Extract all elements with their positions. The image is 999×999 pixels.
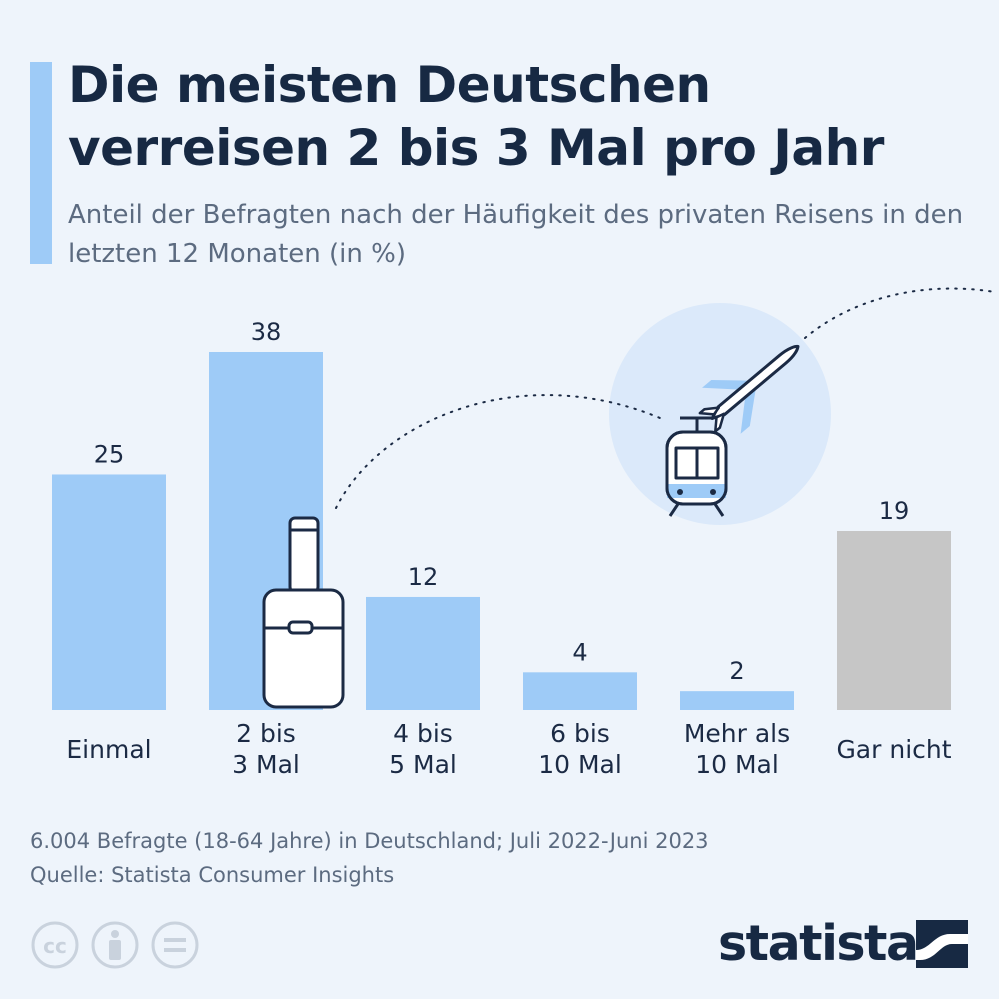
sample-note: 6.004 Befragte (18-64 Jahre) in Deutschl… [30, 829, 709, 853]
cc-icon[interactable]: cc [31, 921, 79, 969]
value-label-2: 12 [408, 563, 439, 591]
bar-0 [52, 474, 166, 710]
value-label-3: 4 [572, 638, 587, 666]
value-label-4: 2 [729, 657, 744, 685]
bar-3 [523, 672, 637, 710]
value-label-0: 25 [94, 440, 125, 468]
page-subtitle: Anteil der Befragten nach der Häufigkeit… [68, 200, 964, 269]
title-accent-bar [30, 62, 52, 264]
license-icons: cc [31, 921, 199, 969]
train-icon [665, 416, 728, 517]
statista-logo[interactable]: statista [718, 914, 978, 974]
brand-wordmark: statista [718, 915, 919, 972]
value-label-1: 38 [251, 318, 282, 346]
bar-4 [680, 691, 794, 710]
category-label-2: 4 bis 5 Mal [389, 719, 457, 779]
suitcase-icon [262, 516, 345, 709]
category-label-3: 6 bis 10 Mal [538, 719, 622, 779]
statista-logo-icon [916, 920, 968, 968]
by-icon[interactable] [91, 921, 139, 969]
category-label-0: Einmal [66, 735, 152, 764]
value-label-5: 19 [879, 497, 910, 525]
category-label-5: Gar nicht [836, 735, 952, 764]
dotted-path-right [804, 287, 996, 339]
category-label-1: 2 bis 3 Mal [232, 719, 300, 779]
dotted-path-left [335, 394, 661, 509]
chart: 25 38 12 4 2 19 [52, 287, 996, 710]
nd-icon[interactable] [151, 921, 199, 969]
svg-text:cc: cc [43, 934, 67, 958]
bar-5 [837, 531, 951, 710]
footnote: 6.004 Befragte (18-64 Jahre) in Deutschl… [30, 824, 930, 892]
source-note: Quelle: Statista Consumer Insights [30, 863, 395, 887]
bar-2 [366, 596, 480, 710]
category-label-4: Mehr als 10 Mal [683, 719, 791, 779]
page-title: Die meisten Deutschen verreisen 2 bis 3 … [68, 56, 884, 177]
airplane-icon [698, 344, 800, 434]
